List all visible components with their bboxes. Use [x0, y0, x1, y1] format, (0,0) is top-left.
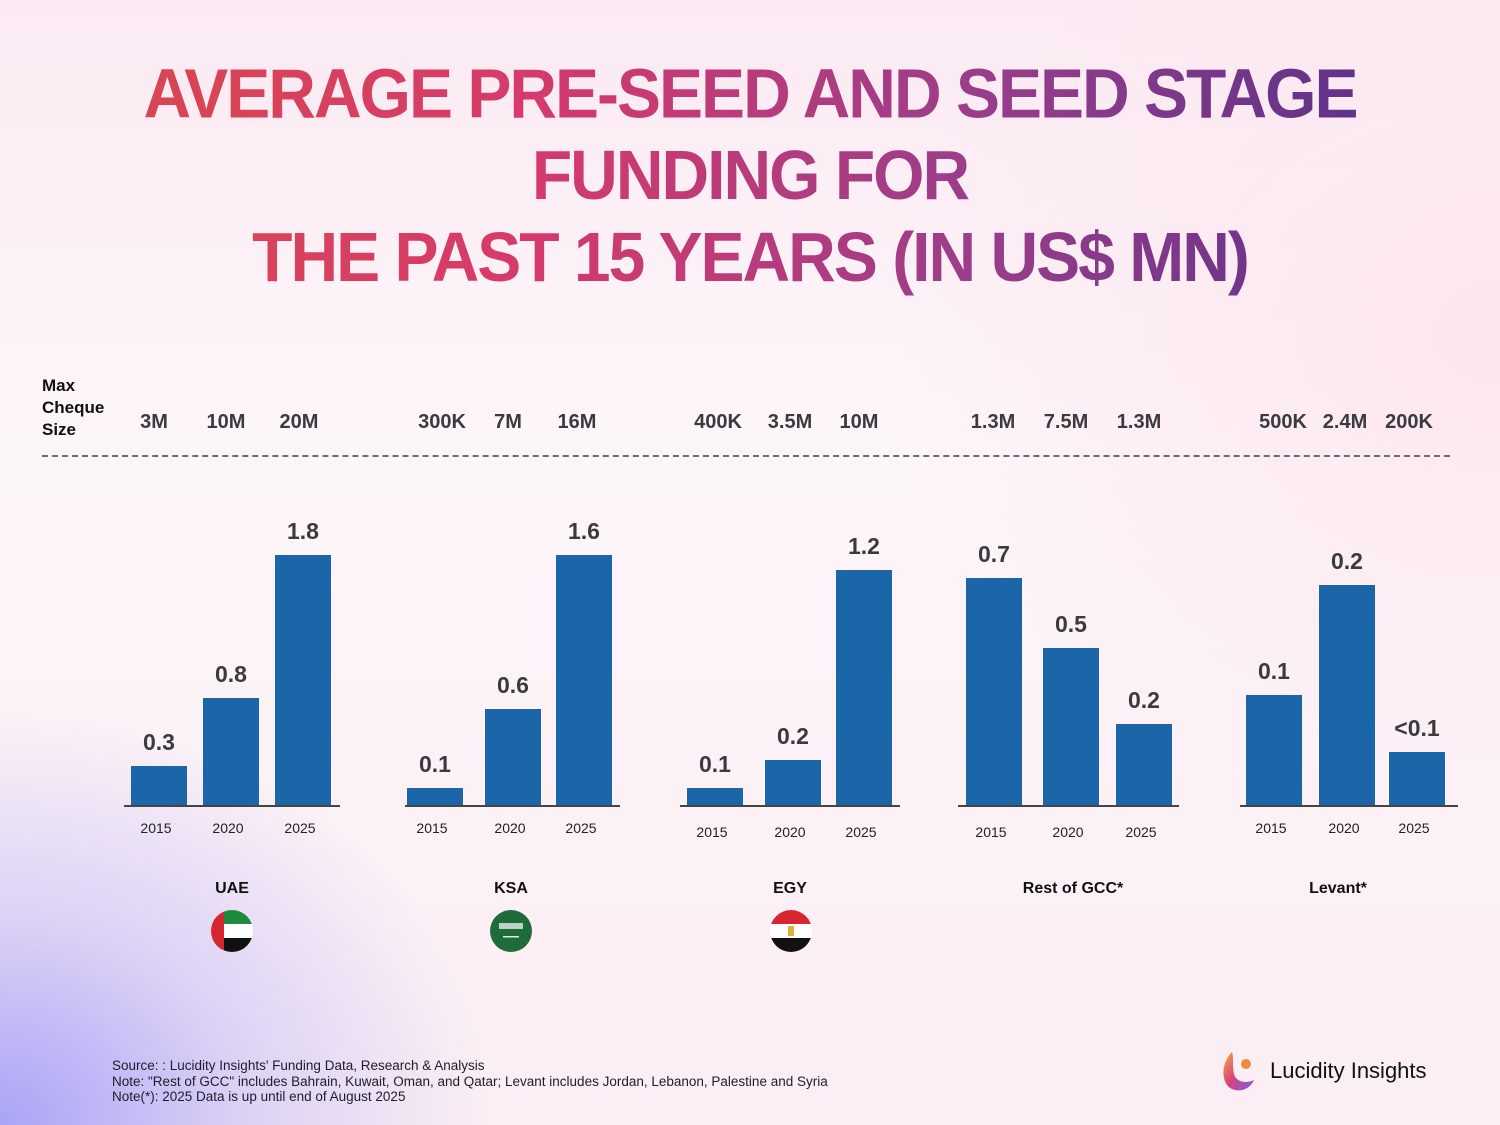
- data-label: 0.2: [1128, 687, 1160, 713]
- group-label: Rest of GCC*: [1022, 880, 1124, 897]
- data-label: 1.6: [568, 518, 600, 544]
- bar-2015: [131, 766, 187, 805]
- data-label: 0.1: [1258, 658, 1290, 684]
- x-tick-label: 2015: [975, 824, 1006, 840]
- source-note: Source: : Lucidity Insights' Funding Dat…: [112, 1058, 485, 1073]
- x-tick-label: 2015: [416, 820, 447, 836]
- max-cheque-label-line-2: Cheque: [42, 398, 105, 417]
- x-tick-label: 2025: [284, 820, 315, 836]
- data-label: 0.8: [215, 661, 247, 687]
- footer-notes: Source: : Lucidity Insights' Funding Dat…: [112, 1058, 828, 1105]
- date-note: Note(*): 2025 Data is up until end of Au…: [112, 1089, 406, 1104]
- bar-group-rest-of-gcc: 0.7 2015 0.5 2020 0.2 2025: [958, 541, 1179, 840]
- x-tick-label: 2025: [565, 820, 596, 836]
- max-cheque-value: 3M: [140, 411, 168, 433]
- data-label: 1.8: [287, 518, 319, 544]
- data-label: 0.3: [143, 729, 175, 755]
- x-tick-label: 2020: [212, 820, 243, 836]
- bar-2025: [1389, 752, 1445, 805]
- max-cheque-value: 300K: [418, 411, 466, 433]
- data-label: 0.2: [1331, 548, 1363, 574]
- x-tick-label: 2020: [774, 824, 805, 840]
- max-cheque-value: 2.4M: [1322, 411, 1368, 433]
- bar-2025: [275, 555, 331, 805]
- data-label: 0.1: [699, 751, 731, 777]
- region-note: Note: "Rest of GCC" includes Bahrain, Ku…: [112, 1073, 828, 1089]
- max-cheque-value: 1.3M: [1116, 411, 1162, 433]
- group-label: KSA: [494, 880, 528, 897]
- max-cheque-value: 1.3M: [970, 411, 1016, 433]
- dashed-divider: [42, 455, 1450, 457]
- group-label: UAE: [215, 880, 249, 897]
- bar-2015: [966, 578, 1022, 805]
- bar-2020: [1043, 648, 1099, 805]
- group-label: Levant*: [1309, 880, 1367, 897]
- max-cheque-label-line-1: Max: [42, 376, 76, 395]
- x-tick-label: 2025: [1125, 824, 1156, 840]
- max-cheque-value: 500K: [1259, 411, 1307, 433]
- data-label: 0.2: [777, 723, 809, 749]
- uae-flag-icon: [211, 910, 253, 952]
- bar-2025: [1116, 724, 1172, 805]
- data-label: 0.7: [978, 541, 1010, 567]
- bar-2020: [1319, 585, 1375, 805]
- data-label: <0.1: [1394, 715, 1440, 741]
- max-cheque-value: 16M: [557, 411, 597, 433]
- data-label: 0.1: [419, 751, 451, 777]
- x-tick-label: 2015: [696, 824, 727, 840]
- bar-group-levant: 0.1 2015 0.2 2020 <0.1 2025: [1240, 548, 1458, 836]
- bar-2025: [836, 570, 892, 805]
- max-cheque-value: 200K: [1385, 411, 1433, 433]
- bar-2020: [485, 709, 541, 805]
- bar-group-egy: 0.1 2015 0.2 2020 1.2 2025: [680, 533, 900, 840]
- bar-2020: [765, 760, 821, 805]
- group-label: EGY: [773, 880, 807, 897]
- brand-logo: Lucidity Insights: [1220, 1050, 1427, 1092]
- max-cheque-size-label: Max Cheque Size: [42, 375, 104, 441]
- data-label: 1.2: [848, 533, 880, 559]
- bar-2020: [203, 698, 259, 805]
- max-cheque-value: 10M: [206, 411, 246, 433]
- bar-group-uae: 0.3 2015 0.8 2020 1.8 2025: [124, 518, 340, 836]
- bar-2015: [1246, 695, 1302, 805]
- max-cheque-value: 7.5M: [1043, 411, 1089, 433]
- x-tick-label: 2015: [1255, 820, 1286, 836]
- ksa-flag-icon: [490, 910, 532, 952]
- x-tick-label: 2020: [1052, 824, 1083, 840]
- max-cheque-value: 7M: [494, 411, 522, 433]
- x-tick-label: 2015: [140, 820, 171, 836]
- x-tick-label: 2020: [1328, 820, 1359, 836]
- bar-group-ksa: 0.1 2015 0.6 2020 1.6 2025: [405, 518, 620, 836]
- max-cheque-value: 20M: [279, 411, 319, 433]
- data-label: 0.6: [497, 672, 529, 698]
- bar-2015: [687, 788, 743, 805]
- x-tick-label: 2025: [1398, 820, 1429, 836]
- x-tick-label: 2025: [845, 824, 876, 840]
- bar-2015: [407, 788, 463, 805]
- max-cheque-value: 10M: [839, 411, 879, 433]
- brand-name: Lucidity Insights: [1270, 1058, 1427, 1083]
- max-cheque-value: 3.5M: [767, 411, 813, 433]
- egypt-flag-icon: [770, 910, 812, 952]
- bar-2025: [556, 555, 612, 805]
- x-tick-label: 2020: [494, 820, 525, 836]
- lucidity-logo-icon: [1223, 1052, 1254, 1091]
- max-cheque-value: 400K: [694, 411, 742, 433]
- max-cheque-label-line-3: Size: [42, 420, 77, 439]
- data-label: 0.5: [1055, 611, 1087, 637]
